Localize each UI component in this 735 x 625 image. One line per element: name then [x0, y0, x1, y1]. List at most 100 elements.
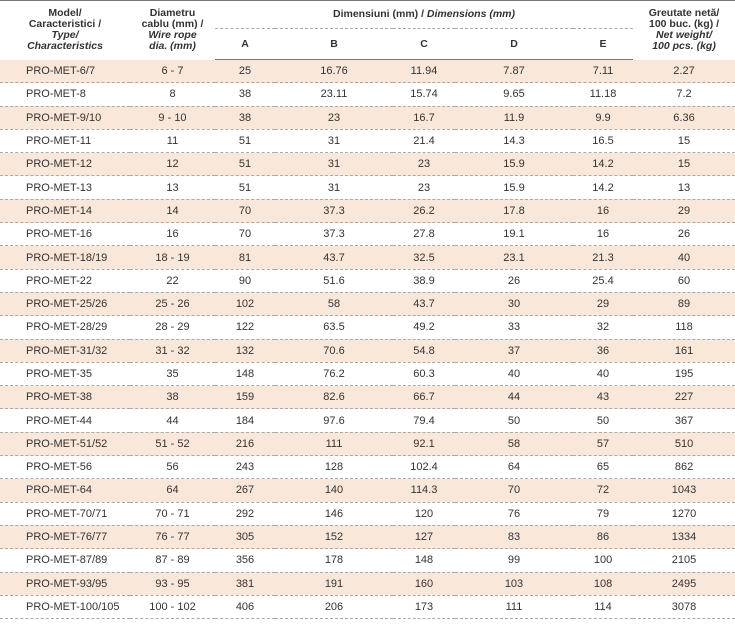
table-cell: 22	[130, 269, 215, 293]
table-cell: PRO-MET-11	[0, 129, 130, 154]
table-cell: 23.1	[455, 245, 573, 270]
table-cell: 79.4	[393, 408, 455, 433]
table-cell: 127	[393, 525, 455, 550]
table-cell: PRO-MET-100/105	[0, 595, 130, 620]
table-cell: 82.6	[275, 385, 393, 410]
header-text-en: Net weight/	[656, 29, 713, 42]
table-cell: 43.7	[393, 292, 455, 317]
table-cell: 64	[455, 455, 573, 480]
table-cell: 2495	[633, 572, 735, 596]
subheader-cell: C	[393, 28, 455, 60]
table-cell: 100	[573, 548, 634, 573]
table-cell: 16.7	[393, 106, 455, 130]
table-row: PRO-MET-8 8 38 23.11 15.74 9.65 11.18 7.2	[0, 82, 735, 107]
table-cell: 54.8	[393, 339, 455, 363]
header-text-en: Wire rope	[148, 29, 197, 42]
table-cell: 26	[633, 222, 735, 247]
table-row: PRO-MET-76/77 76 - 77 305 152 127 83 86 1334	[0, 525, 735, 550]
table-cell: 32	[573, 315, 634, 340]
table-row: PRO-MET-12 12 51 31 23 15.9 14.2 15	[0, 152, 735, 177]
header-text: cablu (mm) /	[141, 18, 204, 31]
table-cell: 16	[573, 199, 634, 224]
table-cell: 406	[215, 595, 275, 620]
table-cell: PRO-MET-31/32	[0, 339, 130, 363]
table-cell: 292	[215, 502, 275, 526]
table-cell: 29	[633, 199, 735, 224]
subheader-cell: A	[215, 28, 275, 60]
table-cell: 227	[633, 385, 735, 410]
table-cell: 44	[455, 385, 573, 410]
table-cell: 103	[455, 572, 573, 596]
table-cell: 108	[573, 572, 634, 596]
table-cell: 148	[393, 548, 455, 573]
table-cell: 50	[573, 408, 634, 433]
table-cell: 70	[215, 222, 275, 247]
table-cell: 381	[215, 572, 275, 596]
table-cell: 6 - 7	[130, 59, 215, 84]
table-cell: 243	[215, 455, 275, 480]
table-cell: 50	[455, 408, 573, 433]
table-cell: 51.6	[275, 269, 393, 293]
table-cell: PRO-MET-16	[0, 222, 130, 247]
table-cell: PRO-MET-25/26	[0, 292, 130, 317]
table-cell: 102	[215, 292, 275, 317]
table-cell: 100 - 102	[130, 595, 215, 620]
table-row: PRO-MET-9/10 9 - 10 38 23 16.7 11.9 9.9 6.36	[0, 106, 735, 130]
table-row: PRO-MET-38 38 159 82.6 66.7 44 43 227	[0, 385, 735, 410]
table-cell: 76 - 77	[130, 525, 215, 550]
table-cell: 216	[215, 432, 275, 457]
table-cell: 70.6	[275, 339, 393, 363]
table-cell: PRO-MET-14	[0, 199, 130, 224]
table-cell: 44	[130, 408, 215, 433]
table-cell: 1334	[633, 525, 735, 550]
table-cell: 173	[393, 595, 455, 620]
subheader-cell: D	[455, 28, 573, 60]
table-cell: PRO-MET-18/19	[0, 245, 130, 270]
table-cell: PRO-MET-13	[0, 175, 130, 200]
table-cell: 38	[215, 82, 275, 107]
table-cell: 36	[573, 339, 634, 363]
table-cell: PRO-MET-6/7	[0, 59, 130, 84]
table-cell: 51	[215, 152, 275, 177]
table-cell: 510	[633, 432, 735, 457]
table-cell: 76	[455, 502, 573, 526]
table-cell: 38	[215, 106, 275, 130]
table-cell: 2105	[633, 548, 735, 573]
table-cell: 16.76	[275, 59, 393, 84]
header-text: Caracteristici /	[28, 18, 102, 31]
table-cell: 30	[455, 292, 573, 317]
table-cell: 9.65	[455, 82, 573, 107]
table-cell: 51 - 52	[130, 432, 215, 457]
table-cell: 51	[215, 175, 275, 200]
table-cell: 25 - 26	[130, 292, 215, 317]
header-text: Diametru	[149, 7, 196, 20]
table-cell: 83	[455, 525, 573, 550]
table-cell: 32.5	[393, 245, 455, 270]
table-cell: 43.7	[275, 245, 393, 270]
table-cell: 66.7	[393, 385, 455, 410]
table-cell: 862	[633, 455, 735, 480]
table-cell: 49.2	[393, 315, 455, 340]
table-cell: 8	[130, 82, 215, 107]
table-cell: 38	[130, 385, 215, 410]
table-cell: 146	[275, 502, 393, 526]
table-cell: 97.6	[275, 408, 393, 433]
subheader-cell: E	[573, 28, 634, 60]
table-cell: 6.36	[633, 106, 735, 130]
table-cell: 51	[215, 129, 275, 154]
table-cell: 12	[130, 152, 215, 177]
table-cell: 25.4	[573, 269, 634, 293]
table-cell: 60	[633, 269, 735, 293]
table-cell: 14.2	[573, 152, 634, 177]
table-cell: PRO-MET-93/95	[0, 572, 130, 596]
table-cell: 31	[275, 152, 393, 177]
table-cell: 102.4	[393, 455, 455, 480]
table-cell: PRO-MET-9/10	[0, 106, 130, 130]
table-row: PRO-MET-25/26 25 - 26 102 58 43.7 30 29 89	[0, 292, 735, 317]
table-cell: 63.5	[275, 315, 393, 340]
table-cell: 99	[455, 548, 573, 573]
table-row: PRO-MET-18/19 18 - 19 81 43.7 32.5 23.1 21.3 40	[0, 245, 735, 270]
table-cell: 184	[215, 408, 275, 433]
table-cell: 92.1	[393, 432, 455, 457]
